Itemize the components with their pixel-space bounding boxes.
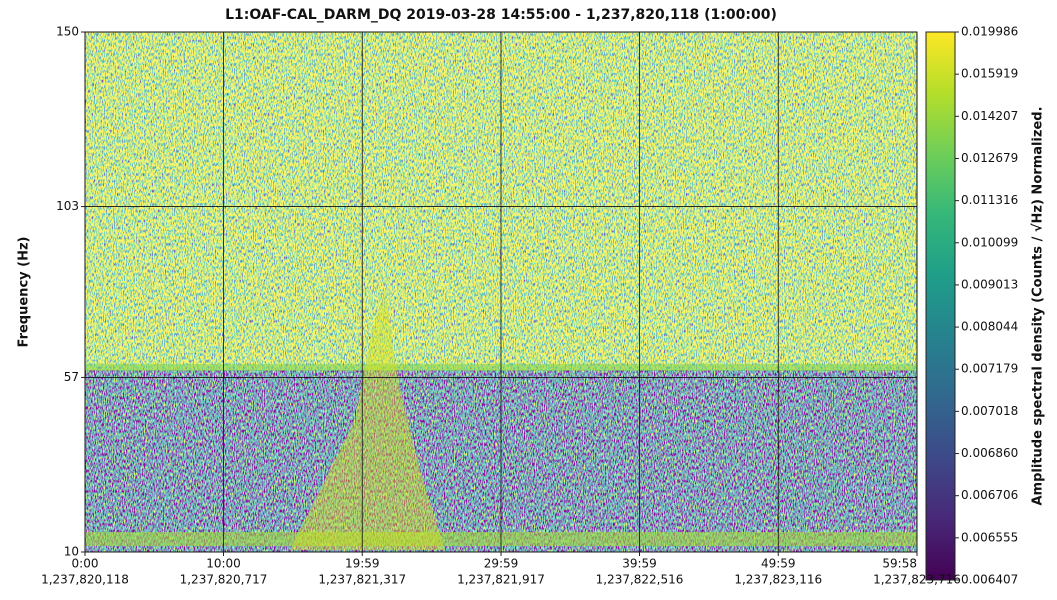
y-tick-label: 103 [56, 199, 79, 213]
y-tick-label: 57 [64, 370, 79, 384]
x-tick-gps-label: 1,237,823,116 [734, 573, 822, 587]
colorbar-label: Amplitude spectral density (Counts / √Hz… [1031, 106, 1046, 505]
colorbar-tick-label: 0.008044 [961, 320, 1018, 334]
x-tick-gps-label: 1,237,820,118 [41, 573, 129, 587]
x-tick-label: 29:59 [484, 557, 519, 571]
colorbar-tick-label: 0.007018 [961, 404, 1018, 418]
colorbar-tick-label: 0.007179 [961, 362, 1018, 376]
x-tick-gps-label: 1,237,821,317 [318, 573, 406, 587]
x-tick-gps-label: 1,237,821,917 [457, 573, 545, 587]
x-tick-label: 49:59 [761, 557, 796, 571]
colorbar [925, 31, 956, 581]
colorbar-tick-label: 0.006555 [961, 530, 1018, 544]
x-tick-label: 19:59 [345, 557, 380, 571]
colorbar-tick-label: 0.010099 [961, 235, 1018, 249]
x-tick-label: 0:00 [72, 557, 99, 571]
x-tick-gps-label: 1,237,823,716 [873, 573, 961, 587]
colorbar-tick-label: 0.015919 [961, 67, 1018, 81]
colorbar-tick-label: 0.011316 [961, 193, 1018, 207]
colorbar-tick-label: 0.009013 [961, 277, 1018, 291]
colorbar-tick-label: 0.012679 [961, 151, 1018, 165]
colorbar-tick-label: 0.006860 [961, 446, 1018, 460]
x-tick-label: 39:59 [622, 557, 657, 571]
colorbar-tick-label: 0.019986 [961, 25, 1018, 39]
y-axis-label: Frequency (Hz) [17, 237, 32, 348]
chart-title: L1:OAF-CAL_DARM_DQ 2019-03-28 14:55:00 -… [225, 7, 777, 23]
y-tick-label: 150 [56, 25, 79, 39]
colorbar-tick-label: 0.014207 [961, 109, 1018, 123]
colorbar-tick-label: 0.006706 [961, 488, 1018, 502]
x-tick-gps-label: 1,237,822,516 [596, 573, 684, 587]
x-tick-label: 10:00 [206, 557, 241, 571]
glitch-plume [290, 290, 445, 550]
x-tick-label: 59:58 [882, 557, 917, 571]
colorbar-tick-label: 0.006407 [961, 573, 1018, 587]
x-tick-gps-label: 1,237,820,717 [180, 573, 268, 587]
y-tick-label: 10 [64, 545, 79, 559]
